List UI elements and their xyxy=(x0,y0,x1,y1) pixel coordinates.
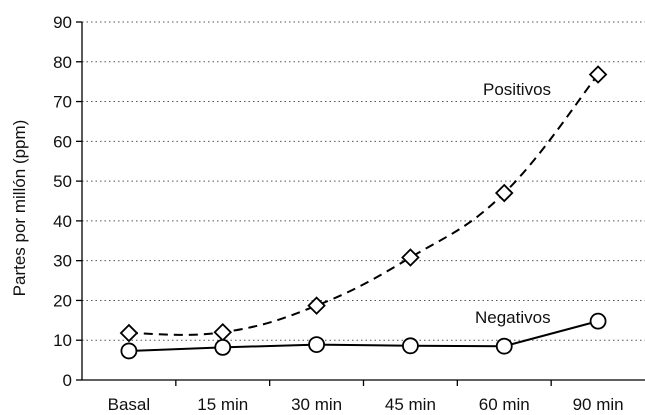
point-positivos-0 xyxy=(119,323,139,343)
point-positivos-5 xyxy=(588,65,608,84)
y-tick-label-0: 0 xyxy=(63,371,72,390)
x-tick-label-2: 30 min xyxy=(291,395,342,414)
point-negativos-1 xyxy=(214,338,232,356)
axes xyxy=(76,21,645,386)
y-tick-label-10: 10 xyxy=(53,331,72,350)
point-positivos-1 xyxy=(213,322,233,342)
y-tick-label-20: 20 xyxy=(53,291,72,310)
y-tick-label-50: 50 xyxy=(53,172,72,191)
y-tick-label-90: 90 xyxy=(53,13,72,32)
x-tick-label-5: 90 min xyxy=(573,395,624,414)
y-axis-label: Partes por millón (ppm) xyxy=(10,120,29,297)
point-negativos-5 xyxy=(589,312,607,330)
x-tick-label-1: 15 min xyxy=(197,395,248,414)
point-negativos-3 xyxy=(402,337,419,355)
y-tick-label-40: 40 xyxy=(53,212,72,231)
x-tick-label-4: 60 min xyxy=(479,395,530,414)
y-tick-label-60: 60 xyxy=(53,132,72,151)
y-tick-label-30: 30 xyxy=(53,252,72,271)
series-line-negativos xyxy=(128,320,599,352)
series-line-positivos xyxy=(128,73,599,336)
y-tick-label-80: 80 xyxy=(53,53,72,72)
series-markers xyxy=(119,65,608,360)
series-label-negativos: Negativos xyxy=(475,308,551,327)
point-positivos-4 xyxy=(494,183,514,203)
point-negativos-4 xyxy=(495,337,513,355)
y-tick-label-70: 70 xyxy=(53,93,72,112)
point-positivos-3 xyxy=(401,248,420,267)
series-label-positivos: Positivos xyxy=(483,80,551,99)
point-negativos-2 xyxy=(308,336,325,353)
x-tick-label-3: 45 min xyxy=(385,395,436,414)
point-negativos-0 xyxy=(120,342,138,360)
x-tick-label-0: Basal xyxy=(108,395,151,414)
gridlines xyxy=(82,21,645,341)
tick-labels: 0 10 20 30 40 50 60 70 80 90 Basal 15 min 30 min 45 m… xyxy=(53,13,624,414)
point-positivos-2 xyxy=(307,296,326,315)
